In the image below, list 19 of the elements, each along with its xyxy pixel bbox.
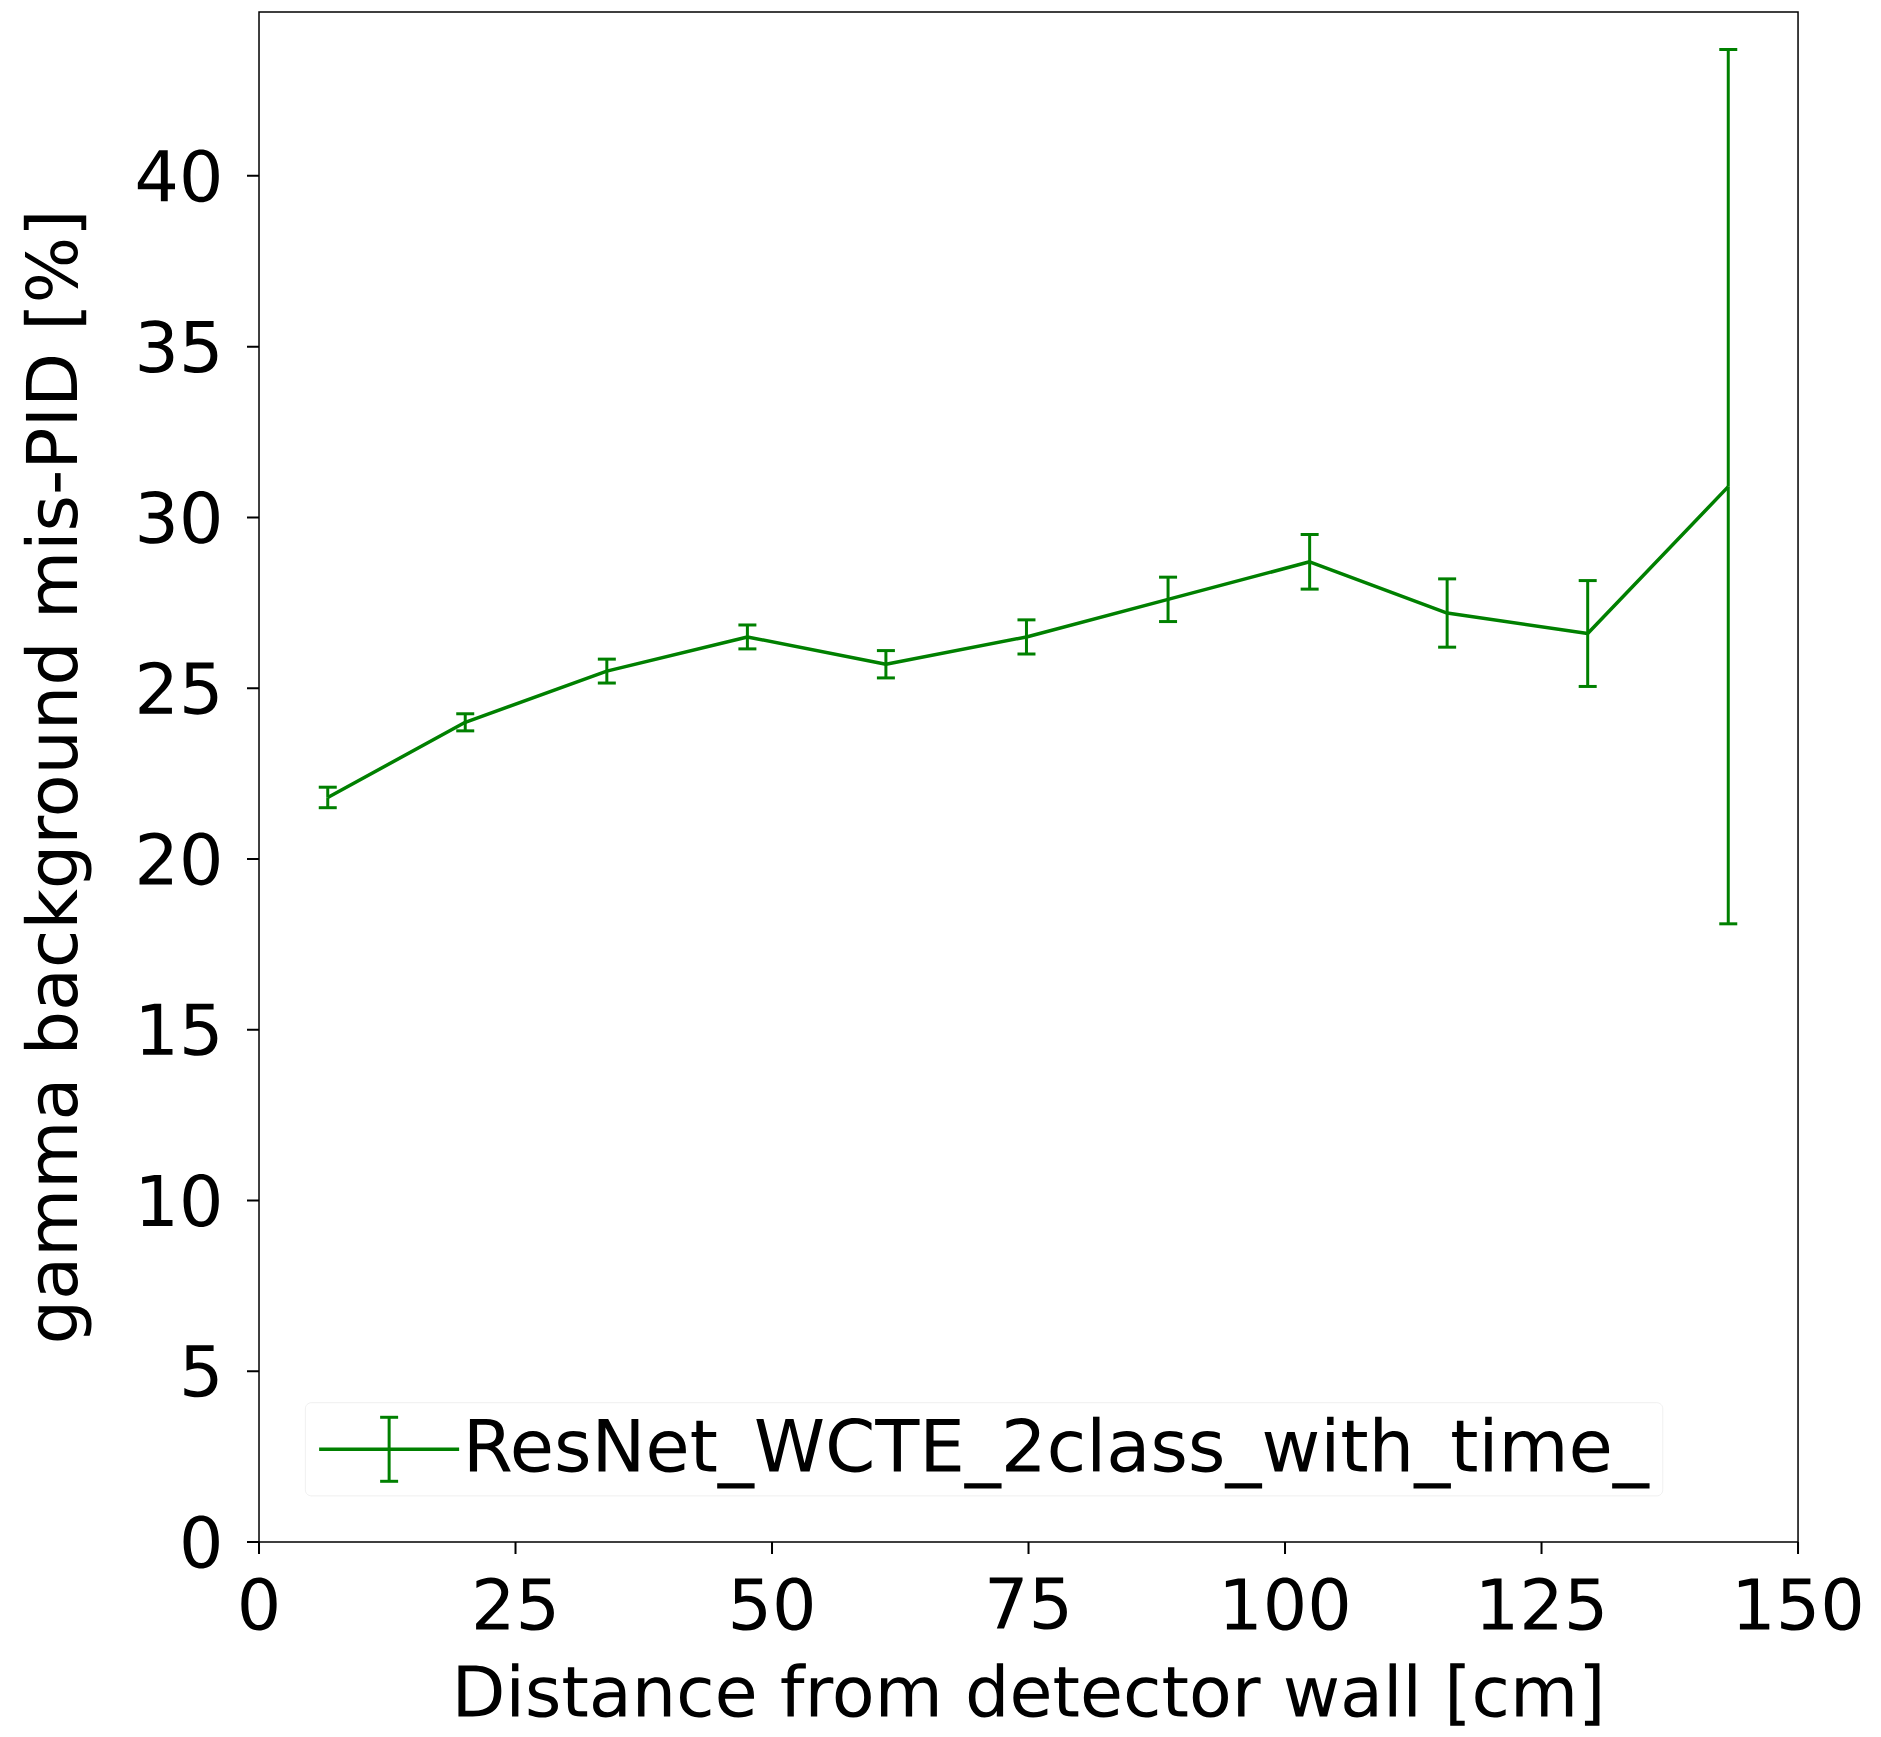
y-tick-label: 35 — [139, 320, 218, 374]
y-tick-label: 40 — [137, 149, 219, 203]
x-tick-label: 25 — [476, 1577, 554, 1631]
x-tick-label: 100 — [1225, 1577, 1348, 1631]
y-tick-label: 10 — [142, 1173, 219, 1227]
y-tick-label: 15 — [142, 1003, 218, 1056]
x-axis-title: Distance from detector wall [cm] — [458, 1663, 1600, 1726]
y-tick-label: 0 — [183, 1515, 219, 1569]
x-tick-label: 125 — [1482, 1577, 1603, 1631]
y-tick-label: 20 — [139, 832, 219, 886]
y-tick-label: 30 — [139, 490, 219, 544]
legend-label: ResNet_WCTE_2class_with_time_ — [469, 1416, 1650, 1489]
x-tick-label: 75 — [989, 1577, 1067, 1630]
y-axis-title: gamma background mis-PID [%] — [23, 215, 92, 1341]
x-tick-label: 0 — [241, 1577, 277, 1631]
x-tick-label: 150 — [1738, 1577, 1861, 1631]
x-tick-label: 50 — [732, 1577, 812, 1631]
y-tick-label: 25 — [139, 661, 218, 715]
y-tick-label: 5 — [184, 1345, 218, 1398]
